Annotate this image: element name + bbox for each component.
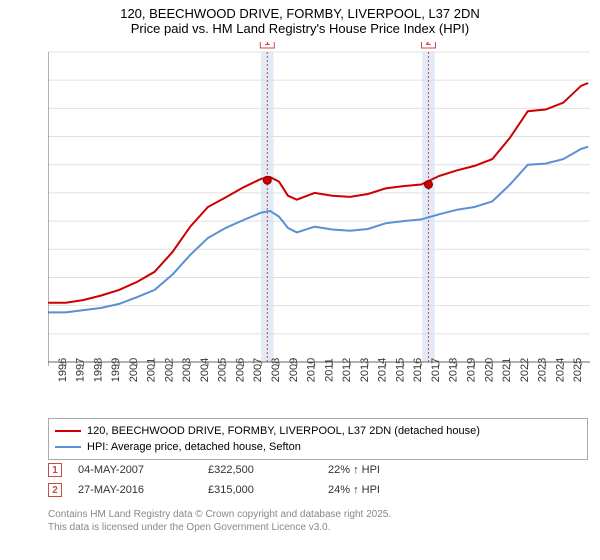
svg-text:2017: 2017: [430, 358, 442, 382]
svg-text:1998: 1998: [92, 358, 104, 382]
sale-price: £322,500: [208, 464, 328, 476]
legend: 120, BEECHWOOD DRIVE, FORMBY, LIVERPOOL,…: [48, 418, 588, 460]
sale-marker: 2: [48, 483, 62, 497]
svg-text:2010: 2010: [306, 358, 318, 382]
sale-price: £315,000: [208, 484, 328, 496]
svg-text:2016: 2016: [412, 358, 424, 382]
legend-swatch: [55, 430, 81, 432]
legend-row: 120, BEECHWOOD DRIVE, FORMBY, LIVERPOOL,…: [55, 423, 581, 439]
sale-marker: 1: [48, 463, 62, 477]
title-line2: Price paid vs. HM Land Registry's House …: [0, 21, 600, 36]
svg-text:1997: 1997: [75, 358, 87, 382]
svg-text:2005: 2005: [217, 358, 229, 382]
svg-text:2012: 2012: [341, 358, 353, 382]
svg-text:2007: 2007: [252, 358, 264, 382]
sale-date: 04-MAY-2007: [78, 464, 208, 476]
title-line1: 120, BEECHWOOD DRIVE, FORMBY, LIVERPOOL,…: [0, 6, 600, 21]
svg-text:2024: 2024: [554, 358, 566, 382]
svg-text:2018: 2018: [448, 358, 460, 382]
chart-svg: £0£50K£100K£150K£200K£250K£300K£350K£400…: [48, 42, 590, 392]
sale-diff: 22% ↑ HPI: [328, 464, 448, 476]
svg-text:2003: 2003: [181, 358, 193, 382]
svg-text:2023: 2023: [537, 358, 549, 382]
sale-diff: 24% ↑ HPI: [328, 484, 448, 496]
chart-container: 120, BEECHWOOD DRIVE, FORMBY, LIVERPOOL,…: [0, 0, 600, 560]
legend-row: HPI: Average price, detached house, Seft…: [55, 439, 581, 455]
title-block: 120, BEECHWOOD DRIVE, FORMBY, LIVERPOOL,…: [0, 0, 600, 40]
sale-row: 1 04-MAY-2007£322,50022% ↑ HPI: [48, 460, 588, 480]
svg-text:2020: 2020: [483, 358, 495, 382]
svg-text:2: 2: [426, 42, 432, 48]
footer-line1: Contains HM Land Registry data © Crown c…: [48, 508, 588, 521]
legend-label: HPI: Average price, detached house, Seft…: [87, 441, 301, 453]
legend-label: 120, BEECHWOOD DRIVE, FORMBY, LIVERPOOL,…: [87, 425, 480, 437]
footer: Contains HM Land Registry data © Crown c…: [48, 508, 588, 534]
svg-text:2014: 2014: [377, 358, 389, 382]
svg-text:2013: 2013: [359, 358, 371, 382]
footer-line2: This data is licensed under the Open Gov…: [48, 521, 588, 534]
sales-table: 1 04-MAY-2007£322,50022% ↑ HPI 2 27-MAY-201…: [48, 460, 588, 500]
svg-text:2009: 2009: [288, 358, 300, 382]
svg-text:2000: 2000: [128, 358, 140, 382]
svg-text:2022: 2022: [519, 358, 531, 382]
svg-text:2021: 2021: [501, 358, 513, 382]
svg-text:1999: 1999: [110, 358, 122, 382]
sale-date: 27-MAY-2016: [78, 484, 208, 496]
svg-text:2019: 2019: [465, 358, 477, 382]
svg-text:2004: 2004: [199, 358, 211, 382]
svg-text:2006: 2006: [234, 358, 246, 382]
svg-text:2001: 2001: [146, 358, 158, 382]
svg-text:2002: 2002: [163, 358, 175, 382]
svg-text:2025: 2025: [572, 358, 584, 382]
legend-swatch: [55, 446, 81, 448]
svg-text:2008: 2008: [270, 358, 282, 382]
sale-row: 2 27-MAY-2016£315,00024% ↑ HPI: [48, 480, 588, 500]
svg-text:1996: 1996: [57, 358, 69, 382]
svg-text:2015: 2015: [394, 358, 406, 382]
svg-text:1: 1: [265, 42, 271, 48]
